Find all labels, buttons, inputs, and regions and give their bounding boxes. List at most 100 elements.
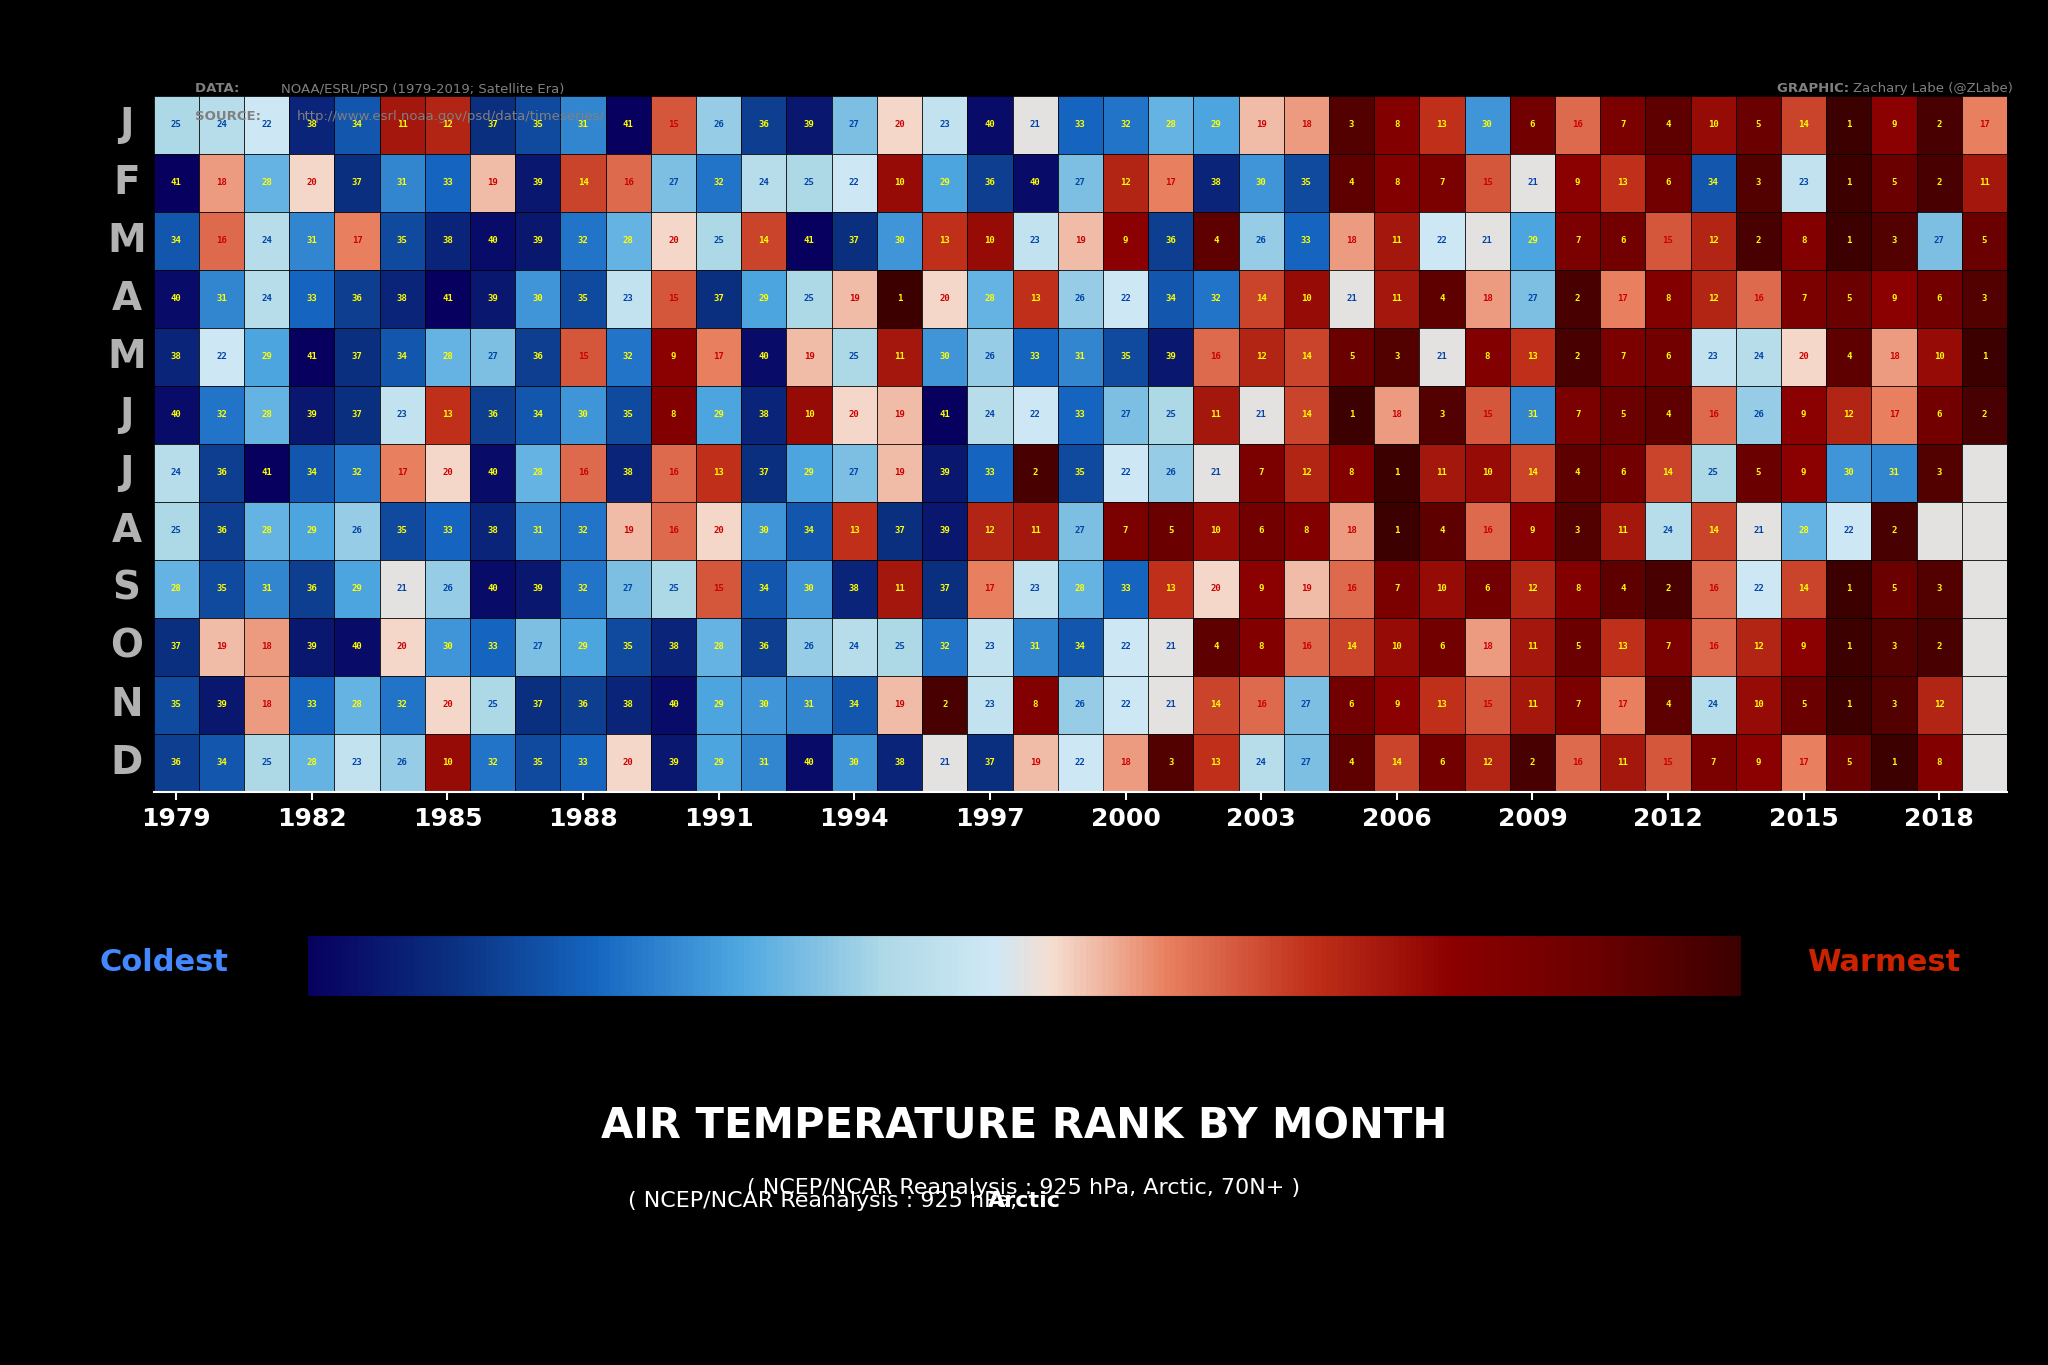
Text: 10: 10 [1483,468,1493,478]
Text: 12: 12 [1120,177,1130,187]
Text: 6: 6 [1620,468,1626,478]
FancyBboxPatch shape [1917,154,1962,212]
Text: 16: 16 [1573,120,1583,130]
FancyBboxPatch shape [1464,96,1509,154]
Text: 34: 34 [850,700,860,710]
FancyBboxPatch shape [1012,734,1057,792]
Text: 35: 35 [1075,468,1085,478]
Text: 26: 26 [352,526,362,535]
FancyBboxPatch shape [651,154,696,212]
FancyBboxPatch shape [1464,154,1509,212]
Text: 1: 1 [1892,758,1896,767]
FancyBboxPatch shape [1239,618,1284,676]
Text: 11: 11 [1528,700,1538,710]
FancyBboxPatch shape [741,618,786,676]
Text: 34: 34 [803,526,815,535]
FancyBboxPatch shape [1599,560,1645,618]
FancyBboxPatch shape [1419,560,1464,618]
FancyBboxPatch shape [379,386,424,444]
Text: 29: 29 [578,642,588,651]
Text: 11: 11 [1436,468,1448,478]
FancyBboxPatch shape [1104,560,1149,618]
FancyBboxPatch shape [606,212,651,270]
FancyBboxPatch shape [786,444,831,502]
FancyBboxPatch shape [1737,560,1782,618]
FancyBboxPatch shape [967,386,1012,444]
Text: 9: 9 [1257,584,1264,594]
FancyBboxPatch shape [1057,502,1104,560]
Text: 28: 28 [262,410,272,419]
Text: 12: 12 [1528,584,1538,594]
FancyBboxPatch shape [786,502,831,560]
Text: 18: 18 [262,642,272,651]
FancyBboxPatch shape [334,560,379,618]
FancyBboxPatch shape [741,502,786,560]
Text: 20: 20 [623,758,633,767]
FancyBboxPatch shape [1690,560,1737,618]
FancyBboxPatch shape [651,618,696,676]
Text: 25: 25 [668,584,678,594]
Text: 8: 8 [1350,468,1354,478]
FancyBboxPatch shape [1239,734,1284,792]
FancyBboxPatch shape [244,154,289,212]
FancyBboxPatch shape [1284,212,1329,270]
Text: 24: 24 [262,293,272,303]
Text: 13: 13 [1030,293,1040,303]
FancyBboxPatch shape [606,502,651,560]
Text: 29: 29 [1528,236,1538,246]
FancyBboxPatch shape [1554,270,1599,328]
Text: 14: 14 [1346,642,1358,651]
FancyBboxPatch shape [741,734,786,792]
FancyBboxPatch shape [1149,734,1194,792]
Text: 27: 27 [532,642,543,651]
Text: 38: 38 [442,236,453,246]
Text: 8: 8 [672,410,676,419]
Text: 9: 9 [1395,700,1399,710]
Text: 15: 15 [1663,758,1673,767]
FancyBboxPatch shape [379,444,424,502]
FancyBboxPatch shape [1962,560,2007,618]
Text: 23: 23 [1708,352,1718,362]
FancyBboxPatch shape [1374,444,1419,502]
FancyBboxPatch shape [1827,560,1872,618]
Text: 7: 7 [1800,293,1806,303]
FancyBboxPatch shape [516,270,561,328]
Text: 24: 24 [170,468,182,478]
Text: 31: 31 [532,526,543,535]
Text: 6: 6 [1257,526,1264,535]
Text: 23: 23 [985,642,995,651]
FancyBboxPatch shape [334,676,379,734]
FancyBboxPatch shape [1149,270,1194,328]
Text: 11: 11 [1618,758,1628,767]
FancyBboxPatch shape [1782,444,1827,502]
Text: 7: 7 [1122,526,1128,535]
Text: 1: 1 [1845,177,1851,187]
FancyBboxPatch shape [199,270,244,328]
Text: 12: 12 [1933,700,1946,710]
Text: 18: 18 [1483,642,1493,651]
FancyBboxPatch shape [561,96,606,154]
FancyBboxPatch shape [1104,270,1149,328]
FancyBboxPatch shape [1690,270,1737,328]
FancyBboxPatch shape [471,328,516,386]
FancyBboxPatch shape [199,386,244,444]
FancyBboxPatch shape [967,734,1012,792]
FancyBboxPatch shape [1329,212,1374,270]
Text: 18: 18 [1888,352,1898,362]
FancyBboxPatch shape [651,212,696,270]
Text: 22: 22 [1120,293,1130,303]
Text: 27: 27 [487,352,498,362]
Text: 13: 13 [1436,120,1448,130]
Text: 13: 13 [1528,352,1538,362]
Text: 29: 29 [307,526,317,535]
Text: 25: 25 [803,177,815,187]
FancyBboxPatch shape [1194,734,1239,792]
FancyBboxPatch shape [1284,444,1329,502]
Text: 2: 2 [1892,526,1896,535]
Text: 10: 10 [1300,293,1311,303]
FancyBboxPatch shape [741,328,786,386]
FancyBboxPatch shape [1057,560,1104,618]
Text: 7: 7 [1620,120,1626,130]
Text: 37: 37 [758,468,770,478]
FancyBboxPatch shape [154,212,199,270]
